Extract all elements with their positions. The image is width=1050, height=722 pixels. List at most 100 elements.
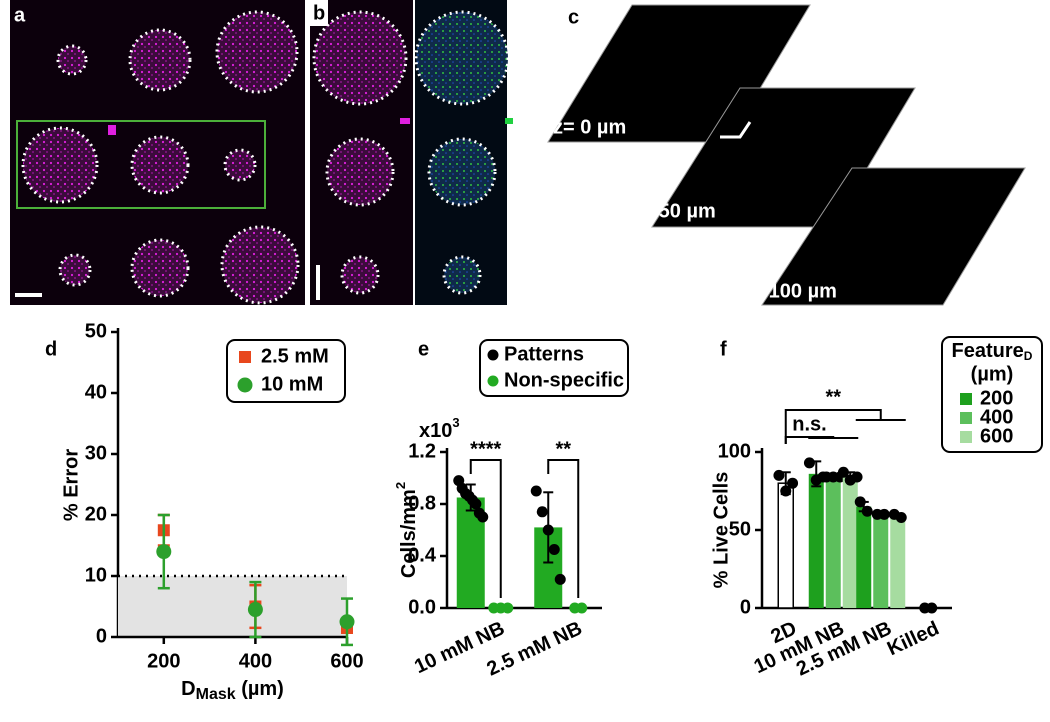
panel-label: f	[720, 338, 727, 360]
data-point	[477, 511, 489, 523]
data-point	[837, 466, 849, 478]
data-point	[502, 602, 514, 614]
y-tick-label: 0.4	[408, 544, 437, 566]
significance-bracket	[784, 409, 906, 444]
legend-marker	[239, 351, 251, 363]
panel-label: d	[45, 338, 57, 360]
x-axis-label: DMask (µm)	[181, 678, 284, 703]
depth-label: z= 0 µm	[553, 116, 626, 138]
data-point	[576, 602, 588, 614]
data-point	[530, 485, 542, 497]
marker	[156, 544, 172, 560]
x-tick-label: 200	[147, 650, 180, 672]
significance-label: **	[825, 386, 841, 408]
panel-label: e	[418, 338, 429, 360]
legend-title: (µm)	[971, 363, 1014, 385]
panel-c-image	[547, 4, 1026, 306]
x-axis-label-text: (µm)	[236, 678, 284, 700]
legend-label: 200	[980, 387, 1013, 409]
data-point	[878, 508, 890, 520]
significance-bracket	[784, 436, 859, 444]
legend-marker	[487, 375, 499, 387]
panel-label: b	[313, 2, 325, 24]
data-point	[787, 477, 799, 489]
y-axis-label: Cells/mm2	[393, 482, 420, 578]
legend-title: FeatureD	[952, 340, 1033, 363]
legend-marker	[237, 377, 253, 393]
legend-marker	[960, 412, 972, 424]
significance-label: **	[555, 438, 571, 460]
y-tick-label: 0.0	[408, 596, 436, 618]
y-tick-label: 0.8	[408, 492, 436, 514]
panel-label: c	[568, 6, 579, 28]
bar	[842, 476, 858, 608]
legend-marker	[960, 393, 972, 405]
panel-b-image	[310, 0, 513, 305]
data-point	[773, 469, 785, 481]
legend-label: Patterns	[504, 343, 584, 365]
data-point	[470, 498, 482, 510]
legend-box	[479, 339, 629, 397]
y-tick-label: 40	[85, 381, 107, 403]
x-tick-label: 600	[330, 650, 363, 672]
y-tick-label: 1.2	[408, 440, 436, 462]
legend-marker	[487, 349, 499, 361]
data-point	[542, 524, 554, 536]
legend-title-text: Feature	[952, 340, 1024, 362]
x-tick-label: Killed	[884, 617, 943, 660]
x-tick-label: 400	[239, 650, 272, 672]
data-point	[554, 573, 566, 585]
bar	[808, 473, 824, 608]
y-tick-label: 50	[729, 518, 751, 540]
axis-multiplier-text: x10	[419, 420, 452, 442]
x-axis-label-sub: Mask	[196, 686, 236, 703]
significance-label: n.s.	[792, 413, 826, 435]
legend-box	[226, 339, 346, 403]
y-tick-label: 0	[740, 596, 751, 618]
data-point	[861, 505, 873, 517]
data-point	[851, 471, 863, 483]
data-point	[854, 496, 866, 508]
data-point	[895, 512, 907, 524]
y-axis-label: % Live Cells	[710, 472, 732, 589]
y-axis-label-sup: 2	[393, 482, 408, 489]
y-axis-label: % Error	[60, 449, 82, 521]
significance-bracket	[469, 459, 502, 598]
significance-bracket	[547, 459, 580, 598]
data-point	[548, 544, 560, 555]
axis-multiplier: x103	[419, 415, 460, 442]
y-tick-label: 50	[85, 320, 107, 342]
legend-label: 10 mM	[261, 373, 323, 395]
legend-label: 600	[980, 425, 1013, 447]
bar	[777, 482, 794, 609]
bar	[856, 506, 872, 608]
y-tick-label: 100	[718, 440, 751, 462]
significance-label: ****	[470, 438, 501, 460]
legend-label: 400	[980, 406, 1013, 428]
bar	[890, 515, 906, 608]
x-axis-label-text: D	[181, 678, 195, 700]
y-tick-label: 0	[96, 625, 107, 647]
marker	[339, 614, 355, 630]
data-point	[803, 457, 815, 469]
panel-a-image	[10, 0, 305, 305]
y-tick-label: 10	[85, 564, 107, 586]
legend-label: Non-specific	[504, 369, 624, 391]
data-point	[780, 485, 792, 497]
legend-label: 2.5 mM	[261, 345, 329, 367]
depth-label: -100 µm	[762, 280, 837, 302]
data-point	[926, 602, 938, 614]
panel-label: a	[14, 4, 26, 26]
bar	[873, 514, 889, 608]
legend-marker	[960, 431, 972, 443]
data-point	[536, 506, 548, 518]
y-tick-label: 30	[85, 442, 107, 464]
y-tick-label: 20	[85, 503, 107, 525]
y-axis-label-text: Cells/mm	[398, 489, 420, 578]
marker	[247, 602, 263, 618]
threshold-region	[118, 576, 347, 637]
axis-multiplier-sup: 3	[452, 415, 459, 430]
bar	[825, 476, 841, 608]
legend-title-sub: D	[1024, 349, 1033, 363]
